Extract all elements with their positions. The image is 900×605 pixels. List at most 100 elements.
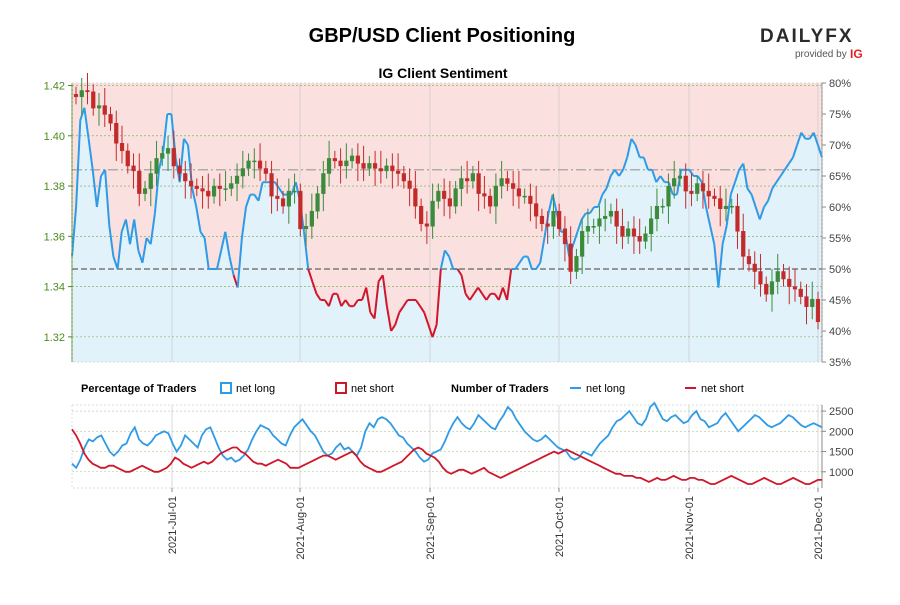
sentiment-line-segment <box>224 231 231 257</box>
sentiment-line-segment <box>415 299 421 307</box>
sentiment-line-segment <box>576 219 583 233</box>
sentiment-line-segment <box>746 187 753 196</box>
candle-body <box>246 160 251 169</box>
candle-body <box>626 228 631 237</box>
sentiment-line-segment <box>245 194 252 208</box>
candle-body <box>608 210 614 217</box>
sentiment-line-segment <box>473 287 479 295</box>
candle-body <box>309 210 314 227</box>
candle-body <box>689 190 694 194</box>
price-tick-label: 1.36 <box>44 231 65 243</box>
sentiment-line-segment <box>220 231 227 251</box>
sentiment-line-segment <box>688 169 695 177</box>
sentiment-line-segment <box>609 169 616 177</box>
candle-body <box>792 286 798 290</box>
sentiment-line-segment <box>729 181 736 195</box>
candle-body <box>338 160 343 167</box>
candle-body <box>378 168 383 172</box>
sentiment-line-segment <box>427 324 434 338</box>
sentiment-line-segment <box>696 175 703 183</box>
sentiment-line-segment <box>622 157 629 171</box>
sentiment-line-segment <box>800 132 807 140</box>
sentiment-line-segment <box>788 156 794 165</box>
candle-body <box>436 190 441 202</box>
candle-body <box>447 198 452 207</box>
sentiment-line-segment <box>506 268 513 301</box>
candle-body <box>459 178 464 189</box>
candle-body <box>321 173 326 194</box>
candle-body <box>804 296 809 307</box>
percent-tick-label: 60% <box>829 202 851 214</box>
sentiment-line-segment <box>758 206 765 220</box>
candle-body <box>125 150 130 167</box>
sentiment-line-segment <box>129 219 136 245</box>
percent-tick-label: 70% <box>829 140 851 152</box>
candle-body <box>666 185 671 207</box>
sentiment-line-segment <box>705 206 712 226</box>
sentiment-price-chart: 1.42 1.40 1.38 1.36 1.34 1.32 80% 75% 70% 65% 60% 5… <box>44 72 851 369</box>
candle-body <box>165 148 171 154</box>
brand-partner: IG <box>850 47 863 61</box>
candle-body <box>275 195 280 199</box>
candle-body <box>229 183 234 189</box>
candle-body <box>562 228 568 245</box>
sentiment-line-segment <box>763 200 769 208</box>
sentiment-line-segment <box>734 169 741 183</box>
candle-body <box>787 278 792 287</box>
candle-body <box>453 188 458 207</box>
candle-body <box>367 163 372 169</box>
candle-body <box>303 226 309 230</box>
candle-body <box>384 165 389 172</box>
candle-body <box>534 203 539 217</box>
sentiment-line-segment <box>601 187 608 196</box>
brand-name: DAILYFX <box>760 26 854 47</box>
candle-body <box>470 173 475 182</box>
legend-pct-short-label: net short <box>351 383 394 395</box>
sentiment-line-segment <box>435 268 442 325</box>
sentiment-line-segment <box>651 169 658 183</box>
sentiment-line-segment <box>713 244 720 288</box>
price-tick-label: 1.34 <box>44 282 65 294</box>
percent-tick-label: 75% <box>829 109 851 121</box>
candle-body <box>798 288 803 297</box>
percent-tick-label: 80% <box>829 78 851 90</box>
sentiment-line-segment <box>315 293 322 301</box>
sentiment-line-segment <box>580 212 587 220</box>
dailyfx-logo: DAILYFX provided by IG <box>760 26 863 61</box>
candle-body <box>263 168 268 174</box>
legend: Percentage of Traders net long net short Nu… <box>81 382 744 395</box>
candle-body <box>96 105 102 109</box>
sentiment-line-segment <box>618 169 624 177</box>
date-tick-label: 2021-Nov-01 <box>684 496 696 560</box>
sentiment-line-segment <box>709 225 716 245</box>
candle-body <box>223 188 228 190</box>
candle-body <box>660 205 665 208</box>
sentiment-line-segment <box>642 157 649 171</box>
candle-body <box>280 198 286 207</box>
candle-body <box>700 183 706 192</box>
sentiment-line-segment <box>71 206 78 257</box>
bottom-plot-frame <box>71 404 823 489</box>
candle-body <box>79 90 84 98</box>
date-tick-label: 2021-Aug-01 <box>295 496 307 560</box>
plot-frame <box>71 82 823 363</box>
candle-body <box>597 218 602 227</box>
sentiment-line-segment <box>539 237 546 263</box>
candle-body <box>315 193 320 212</box>
sentiment-line-segment <box>572 231 579 245</box>
sentiment-line-segment <box>199 231 206 239</box>
candle-body <box>73 94 79 98</box>
candle-body <box>695 183 700 194</box>
sentiment-line-segment <box>104 169 111 226</box>
candle-body <box>332 158 337 162</box>
sentiment-line-segment <box>456 268 463 276</box>
legend-num-short-label: net short <box>701 383 744 395</box>
sentiment-line-segment <box>228 256 235 276</box>
candle-body <box>758 271 763 285</box>
sentiment-line-segment <box>178 138 185 183</box>
net-long-area <box>72 107 822 362</box>
candle-body <box>217 185 222 189</box>
candle-body <box>114 122 119 144</box>
sentiment-line-segment <box>779 169 786 177</box>
